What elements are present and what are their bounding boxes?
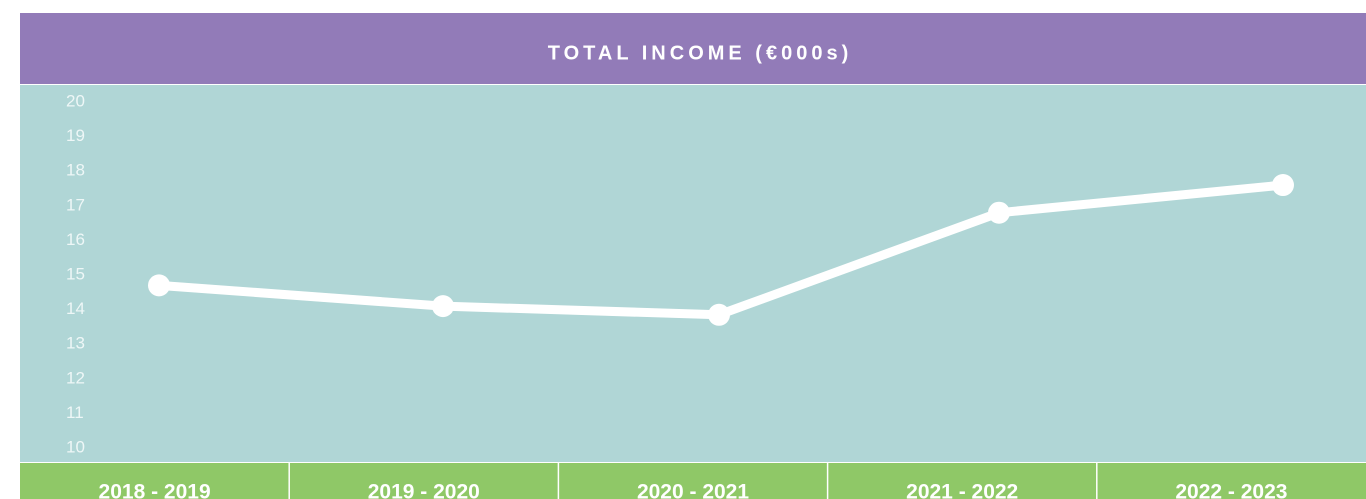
y-tick-label: 19 [66,126,85,145]
y-tick-label: 12 [66,368,85,387]
category-band [20,463,1366,499]
y-tick-label: 13 [66,334,85,353]
x-tick-label: 2018 - 2019 [99,481,211,499]
point [708,303,730,326]
y-tick-label: 15 [66,264,85,283]
point [988,201,1010,224]
y-tick-label: 18 [66,161,85,180]
point [1272,174,1294,197]
point [148,274,170,297]
x-tick-label: 2022 - 2023 [1175,481,1287,499]
chart-title: TOTAL INCOME (€000s) [548,42,853,64]
y-tick-label: 20 [66,91,85,110]
point [432,295,454,318]
y-tick-label: 16 [66,230,85,249]
x-tick-label: 2021 - 2022 [906,481,1018,499]
y-tick-label: 11 [66,403,84,422]
y-tick-label: 17 [66,195,85,214]
x-tick-label: 2019 - 2020 [368,481,480,499]
y-tick-label: 14 [66,299,85,318]
x-tick-label: 2020 - 2021 [637,481,749,499]
y-tick-label: 10 [66,437,85,456]
title-band [20,13,1366,84]
plot-area [20,85,1366,462]
